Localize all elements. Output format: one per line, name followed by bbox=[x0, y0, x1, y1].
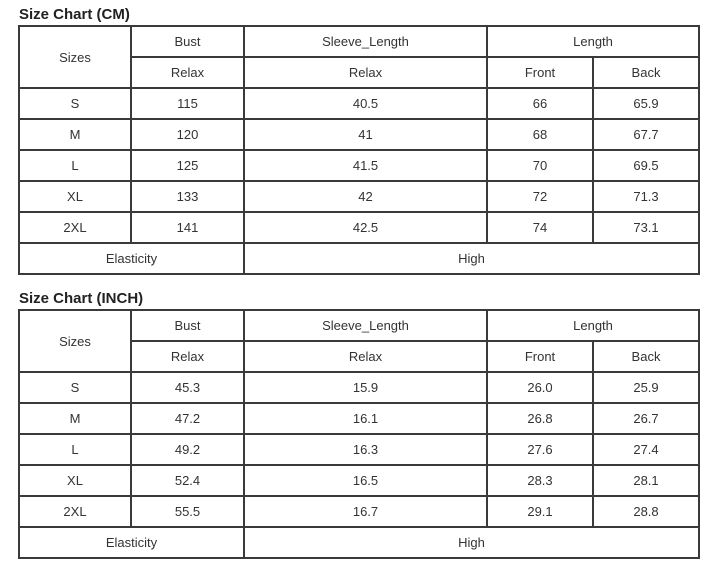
header-sleeve: Sleeve_Length bbox=[243, 25, 488, 58]
header-bust: Bust bbox=[130, 309, 245, 342]
header-sizes: Sizes bbox=[18, 25, 132, 89]
table-row: L 125 41.5 70 69.5 bbox=[18, 149, 701, 182]
header-row: Sizes Bust Sleeve_Length Length bbox=[18, 25, 701, 89]
header-relax2: Relax bbox=[243, 340, 488, 373]
cell-length-back: 27.4 bbox=[591, 433, 701, 466]
header-bust: Bust bbox=[130, 25, 245, 58]
elasticity-value: High bbox=[242, 242, 701, 275]
cell-sleeve-length: 42.5 bbox=[243, 211, 488, 244]
cell-bust: 47.2 bbox=[130, 402, 245, 435]
cell-sleeve-length: 16.1 bbox=[243, 402, 488, 435]
cell-length-front: 28.3 bbox=[486, 464, 594, 497]
cell-bust: 45.3 bbox=[130, 371, 245, 404]
header-row: Relax Relax Front Back bbox=[19, 56, 701, 89]
cell-length-back: 65.9 bbox=[591, 87, 701, 120]
header-front: Front bbox=[486, 56, 594, 89]
cell-length-front: 74 bbox=[486, 211, 594, 244]
cell-sleeve-length: 16.3 bbox=[243, 433, 488, 466]
cell-bust: 115 bbox=[130, 87, 245, 120]
header-row: Sizes Bust Sleeve_Length Length bbox=[18, 309, 701, 373]
size-chart-table: Sizes Bust Sleeve_Length Length Relax Relax Fr… bbox=[18, 309, 701, 559]
size-chart-table: Sizes Bust Sleeve_Length Length Relax Relax Fr… bbox=[18, 25, 701, 275]
cell-bust: 141 bbox=[130, 211, 245, 244]
header-front: Front bbox=[486, 340, 594, 373]
cell-size: 2XL bbox=[18, 211, 132, 244]
size-chart-title: Size Chart (INCH) bbox=[19, 290, 144, 307]
header-length: Length bbox=[485, 309, 701, 342]
cell-length-front: 26.0 bbox=[486, 371, 594, 404]
cell-bust: 49.2 bbox=[130, 433, 245, 466]
cell-size: 2XL bbox=[18, 495, 132, 528]
elasticity-row: Elasticity High bbox=[18, 242, 701, 275]
cell-size: S bbox=[18, 87, 132, 120]
cell-length-front: 26.8 bbox=[486, 402, 594, 435]
cell-size: L bbox=[18, 149, 132, 182]
cell-length-back: 25.9 bbox=[591, 371, 701, 404]
cell-sleeve-length: 40.5 bbox=[243, 87, 488, 120]
cell-size: XL bbox=[18, 464, 132, 497]
header-row: Relax Relax Front Back bbox=[19, 340, 701, 373]
cell-length-front: 70 bbox=[486, 149, 594, 182]
header-sizes: Sizes bbox=[18, 309, 132, 373]
cell-sleeve-length: 16.5 bbox=[243, 464, 488, 497]
cell-bust: 120 bbox=[130, 118, 245, 151]
cell-length-front: 72 bbox=[486, 180, 594, 213]
cell-length-front: 29.1 bbox=[486, 495, 594, 528]
cell-size: XL bbox=[18, 180, 132, 213]
header-sleeve: Sleeve_Length bbox=[243, 309, 488, 342]
cell-length-back: 73.1 bbox=[591, 211, 701, 244]
table-row: S 115 40.5 66 65.9 bbox=[18, 87, 701, 120]
table-row: L 49.2 16.3 27.6 27.4 bbox=[18, 433, 701, 466]
table-row: 2XL 141 42.5 74 73.1 bbox=[18, 211, 701, 244]
table-row: M 47.2 16.1 26.8 26.7 bbox=[18, 402, 701, 435]
table-row: 2XL 55.5 16.7 29.1 28.8 bbox=[18, 495, 701, 528]
header-relax2: Relax bbox=[243, 56, 488, 89]
header-relax1: Relax bbox=[130, 56, 245, 89]
cell-bust: 125 bbox=[130, 149, 245, 182]
cell-length-front: 66 bbox=[486, 87, 594, 120]
cell-bust: 55.5 bbox=[130, 495, 245, 528]
elasticity-label: Elasticity bbox=[18, 242, 245, 275]
cell-size: M bbox=[18, 118, 132, 151]
cell-length-back: 28.8 bbox=[591, 495, 701, 528]
cell-sleeve-length: 41.5 bbox=[243, 149, 488, 182]
table-row: S 45.3 15.9 26.0 25.9 bbox=[18, 371, 701, 404]
cell-length-back: 28.1 bbox=[591, 464, 701, 497]
cell-sleeve-length: 15.9 bbox=[243, 371, 488, 404]
size-chart-title: Size Chart (CM) bbox=[19, 6, 130, 23]
cell-length-back: 26.7 bbox=[591, 402, 701, 435]
cell-length-back: 67.7 bbox=[591, 118, 701, 151]
elasticity-row: Elasticity High bbox=[18, 526, 701, 559]
cell-length-back: 69.5 bbox=[591, 149, 701, 182]
cell-sleeve-length: 42 bbox=[243, 180, 488, 213]
table-row: XL 133 42 72 71.3 bbox=[18, 180, 701, 213]
table-row: XL 52.4 16.5 28.3 28.1 bbox=[18, 464, 701, 497]
header-length: Length bbox=[485, 25, 701, 58]
cell-sleeve-length: 16.7 bbox=[243, 495, 488, 528]
header-back: Back bbox=[591, 340, 701, 373]
header-relax1: Relax bbox=[130, 340, 245, 373]
cell-bust: 52.4 bbox=[130, 464, 245, 497]
cell-bust: 133 bbox=[130, 180, 245, 213]
elasticity-label: Elasticity bbox=[18, 526, 245, 559]
cell-length-back: 71.3 bbox=[591, 180, 701, 213]
header-back: Back bbox=[591, 56, 701, 89]
cell-size: L bbox=[18, 433, 132, 466]
cell-sleeve-length: 41 bbox=[243, 118, 488, 151]
cell-size: S bbox=[18, 371, 132, 404]
cell-length-front: 27.6 bbox=[486, 433, 594, 466]
cell-length-front: 68 bbox=[486, 118, 594, 151]
cell-size: M bbox=[18, 402, 132, 435]
table-row: M 120 41 68 67.7 bbox=[18, 118, 701, 151]
elasticity-value: High bbox=[242, 526, 701, 559]
